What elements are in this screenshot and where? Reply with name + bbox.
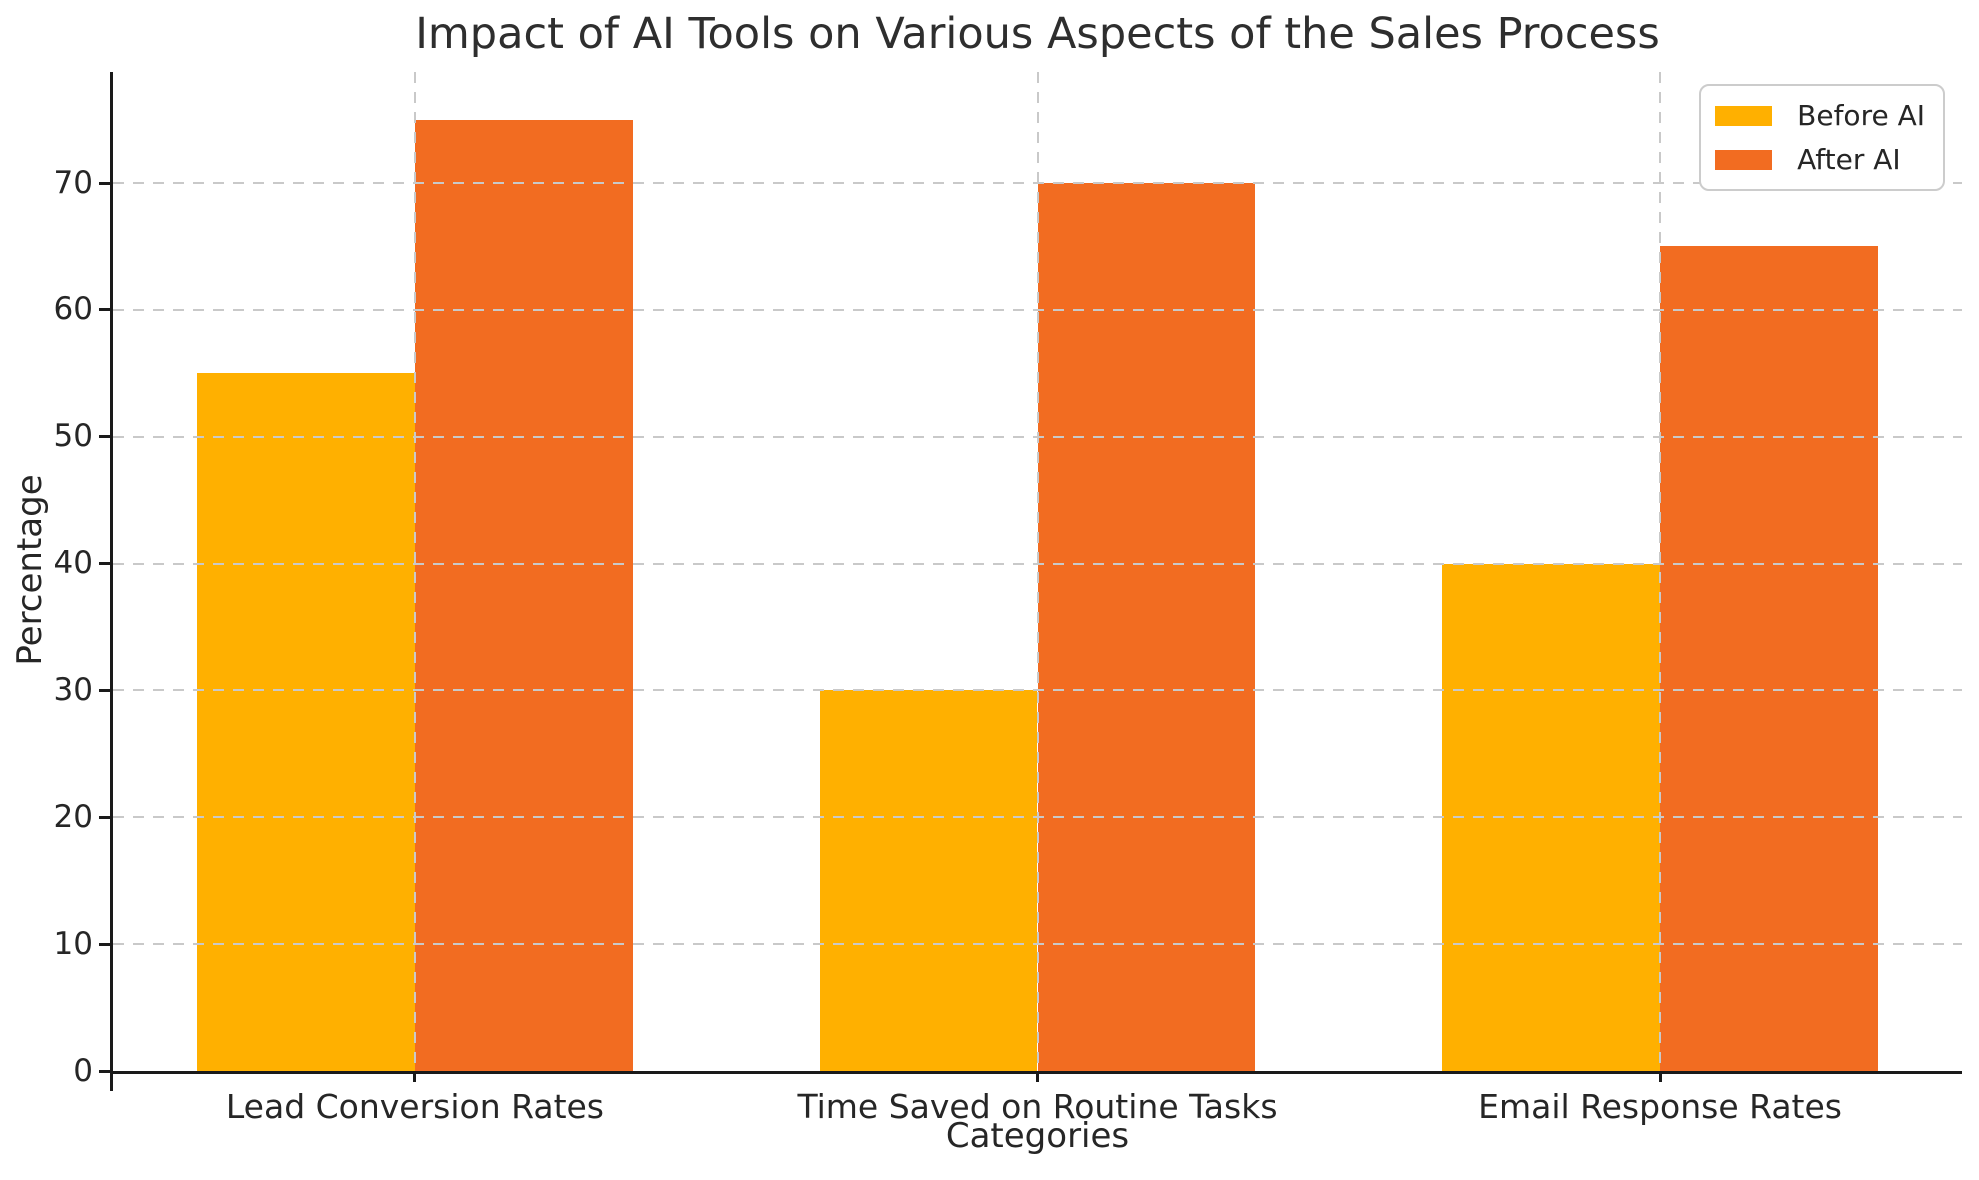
legend-swatch-before-ai — [1715, 105, 1773, 126]
gridline-vertical — [1659, 72, 1662, 1071]
y-axis-spine — [110, 72, 113, 1091]
y-tick — [99, 181, 110, 185]
y-tick — [99, 435, 110, 439]
x-tick-label: Lead Conversion Rates — [225, 1087, 605, 1126]
y-tick-label: 20 — [53, 798, 93, 835]
axes-layer: 0 10 20 30 40 50 60 70 Lead Conversion Rates Time… — [54, 72, 1962, 1126]
legend-item-before-ai: Before AI — [1715, 99, 1925, 132]
bar-after-ai-time-saved-on-routine-tasks — [1037, 183, 1256, 1071]
y-tick-label: 10 — [53, 925, 93, 962]
gridline-vertical — [1036, 72, 1039, 1071]
x-axis-label: Categories — [945, 1116, 1130, 1156]
bar-before-ai-lead-conversion-rates — [197, 373, 415, 1071]
bar-after-ai-email-response-rates — [1660, 246, 1878, 1071]
y-tick-label: 0 — [73, 1052, 93, 1089]
legend: Before AI After AI — [1699, 84, 1945, 191]
legend-label: After AI — [1797, 143, 1901, 176]
y-tick — [99, 815, 110, 819]
gridline-vertical — [413, 72, 416, 1071]
x-tick — [1036, 1071, 1039, 1082]
legend-item-after-ai: After AI — [1715, 143, 1925, 176]
bar-after-ai-lead-conversion-rates — [414, 119, 633, 1071]
x-tick — [1658, 1071, 1662, 1082]
plot-area: 0 10 20 30 40 50 60 70 Lead Conversion Rates Time… — [54, 72, 1962, 1126]
y-tick-label: 50 — [53, 418, 93, 455]
y-tick-label: 70 — [53, 164, 93, 201]
grid-layer — [113, 72, 1962, 1071]
y-tick — [99, 308, 110, 312]
y-tick-label: 60 — [53, 291, 93, 328]
x-tick-label: Time Saved on Routine Tasks — [797, 1087, 1278, 1126]
legend-label: Before AI — [1797, 99, 1925, 132]
bars-layer — [113, 72, 1962, 1071]
x-tick — [413, 1071, 417, 1082]
y-tick-label: 30 — [53, 671, 93, 708]
bar-before-ai-time-saved-on-routine-tasks — [819, 690, 1038, 1071]
y-tick — [99, 688, 110, 692]
y-tick — [99, 1069, 110, 1073]
chart-title: Impact of AI Tools on Various Aspects of… — [415, 9, 1660, 59]
legend-swatch-after-ai — [1715, 149, 1773, 170]
y-tick-label: 40 — [53, 545, 93, 582]
y-tick — [99, 562, 110, 566]
y-tick — [99, 942, 110, 946]
x-tick-label: Email Response Rates — [1478, 1087, 1842, 1126]
